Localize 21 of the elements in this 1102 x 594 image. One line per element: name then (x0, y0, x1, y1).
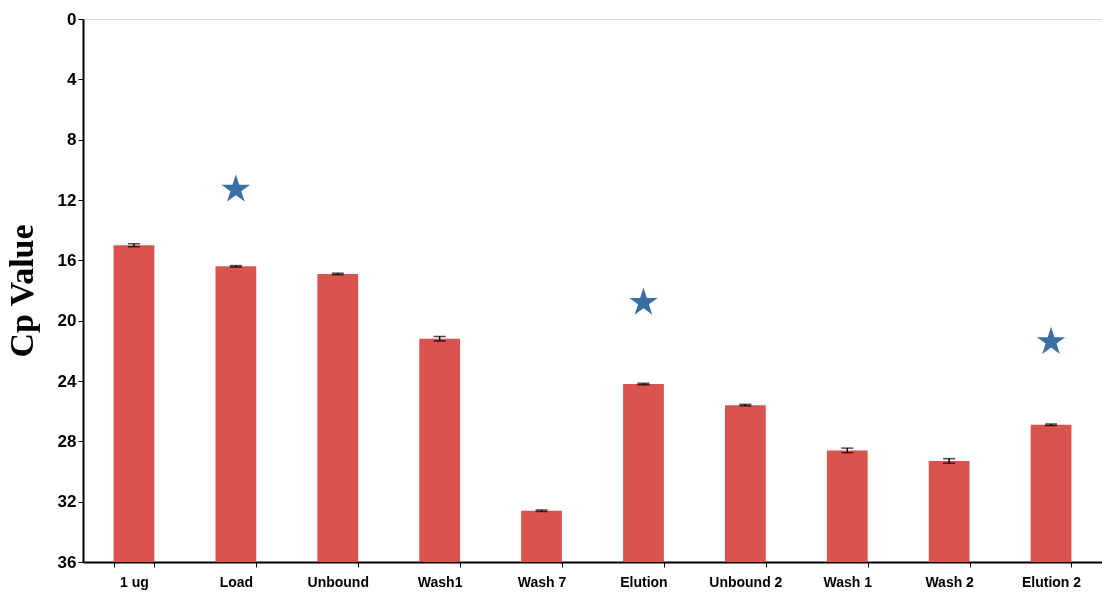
y-tick-label: 36 (57, 552, 77, 572)
x-tick-label: Wash 7 (517, 573, 567, 590)
y-tick-label: 28 (57, 431, 77, 451)
x-tick-label: Load (219, 573, 254, 590)
x-tick-label: Wash1 (417, 573, 463, 590)
x-tick-label: Wash 2 (925, 573, 975, 590)
y-tick-label: 16 (57, 250, 77, 270)
y-tick-label: 0 (67, 9, 77, 29)
x-tick-label: Elution 2 (1021, 573, 1082, 590)
y-tick-label: 8 (67, 130, 77, 150)
y-tick-label: 4 (67, 69, 78, 89)
x-tick-label: Elution (620, 573, 668, 590)
y-tick-label: 12 (57, 190, 77, 210)
x-tick-label: Wash 1 (823, 573, 873, 590)
x-tick-label: Unbound (307, 573, 369, 590)
x-tick-label: Unbound 2 (709, 573, 783, 590)
y-tick-label: 20 (57, 311, 77, 331)
y-axis-title: Cp Value (2, 224, 40, 358)
x-tick-label: 1 ug (120, 573, 149, 590)
y-tick-label: 32 (57, 492, 77, 512)
y-tick-label: 24 (57, 371, 78, 391)
